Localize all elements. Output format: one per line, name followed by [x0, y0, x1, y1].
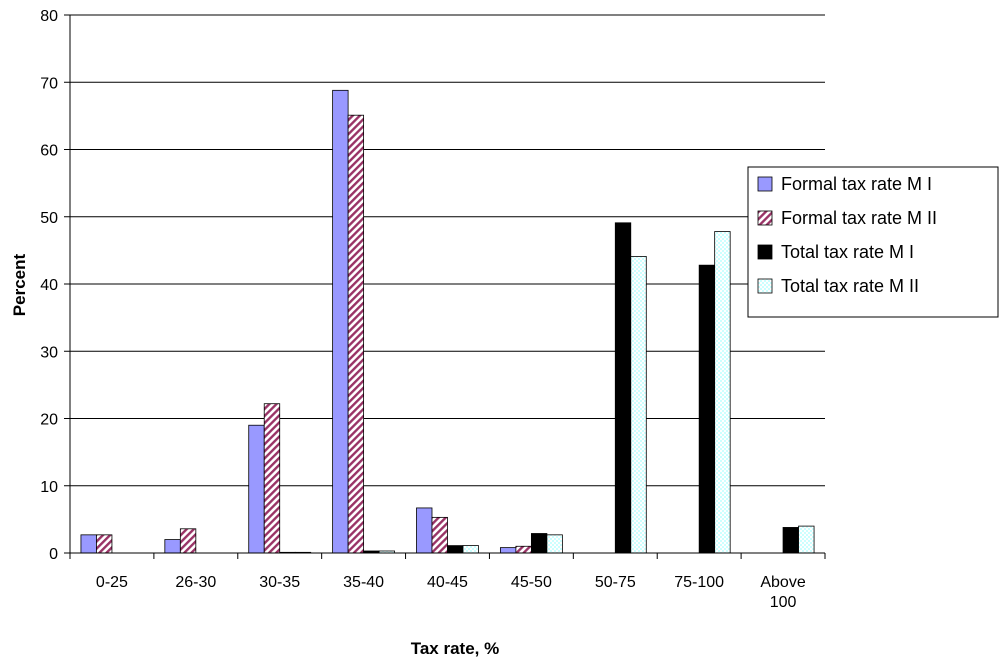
x-tick-label: 35-40	[343, 574, 384, 591]
x-tick-label: 50-75	[595, 574, 636, 591]
x-tick-label: 75-100	[674, 574, 724, 591]
bars	[80, 89, 815, 554]
bar	[332, 89, 349, 554]
y-axis-title: Percent	[10, 253, 29, 316]
bar	[80, 534, 97, 554]
y-tick-label: 10	[40, 479, 58, 496]
bar	[447, 545, 464, 554]
legend-box	[747, 166, 999, 318]
x-tick-label: 0-25	[96, 574, 128, 591]
bar	[782, 527, 799, 554]
x-axis-title: Tax rate, %	[411, 639, 500, 658]
bar	[96, 534, 113, 554]
legend: Formal tax rate M I Formal tax rate M II T…	[747, 166, 999, 318]
axes	[64, 14, 826, 559]
legend-swatch	[757, 176, 773, 192]
legend-label: Total tax rate M II	[781, 276, 919, 296]
bar	[431, 516, 448, 554]
legend-label: Total tax rate M I	[781, 242, 914, 262]
bar	[263, 403, 281, 554]
legend-swatch	[757, 210, 773, 226]
bar	[179, 528, 197, 554]
x-tick-label: 30-35	[259, 574, 300, 591]
y-tick-label: 70	[40, 75, 58, 92]
bar	[499, 547, 517, 554]
x-tick-labels: 0-25 26-30 30-35 35-40 40-45 45-50 50-75 75-100…	[96, 574, 806, 611]
y-tick-label: 0	[49, 546, 58, 563]
y-tick-label: 20	[40, 412, 58, 429]
y-tick-label: 60	[40, 143, 58, 160]
x-tick-label: 45-50	[511, 574, 552, 591]
bar	[714, 231, 731, 554]
bar	[530, 533, 548, 554]
gridlines	[70, 14, 825, 487]
x-tick-label: 40-45	[427, 574, 468, 591]
y-tick-label: 30	[40, 344, 58, 361]
y-tick-label: 80	[40, 8, 58, 25]
legend-label: Formal tax rate M I	[781, 174, 932, 194]
x-tick-label: Above 100	[760, 574, 805, 611]
bar	[698, 264, 716, 554]
legend-label: Formal tax rate M II	[781, 208, 937, 228]
bar	[462, 545, 479, 554]
bar	[416, 507, 433, 554]
bar	[630, 256, 647, 554]
bar	[164, 539, 181, 554]
y-tick-label: 50	[40, 210, 58, 227]
bar	[347, 114, 365, 554]
y-tick-label: 40	[40, 277, 58, 294]
bar	[248, 424, 265, 554]
legend-swatch	[757, 244, 773, 260]
y-tick-labels: 0 10 20 30 40 50 60 70 80	[40, 8, 58, 563]
x-tick-label: 26-30	[175, 574, 216, 591]
legend-swatch	[757, 278, 773, 294]
bar	[515, 545, 532, 554]
bar	[798, 525, 815, 554]
bar	[614, 222, 632, 554]
bar	[546, 534, 563, 554]
